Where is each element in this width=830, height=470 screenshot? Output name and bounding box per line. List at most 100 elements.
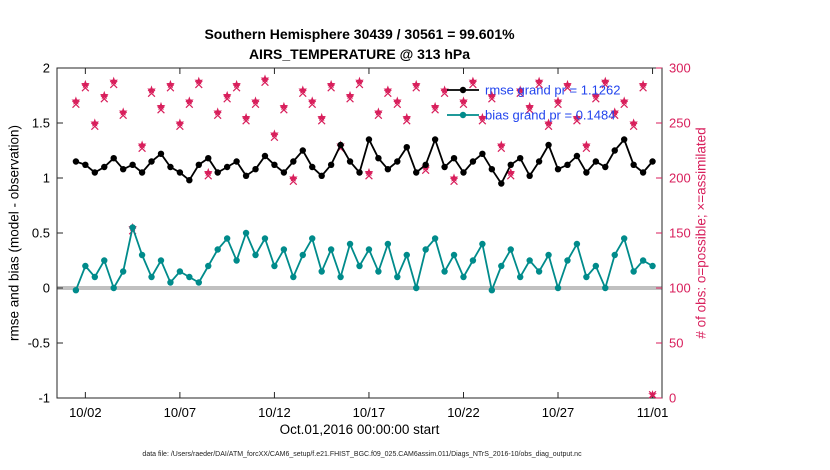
bias-marker — [299, 251, 306, 259]
possible-marker — [449, 173, 459, 182]
assimilated-marker — [488, 94, 496, 103]
possible-marker — [525, 101, 534, 111]
assimilated-marker — [138, 144, 146, 153]
bias-marker — [72, 287, 80, 294]
assimilated-marker — [166, 83, 175, 92]
legend-marker-sample — [459, 111, 467, 119]
possible-marker — [222, 90, 232, 100]
y-right-tick-label: 50 — [669, 336, 683, 351]
rmse-marker — [460, 169, 467, 176]
y-left-tick-label: -1 — [38, 391, 50, 406]
possible-marker — [600, 76, 610, 85]
y-right-tick-label: 250 — [669, 116, 691, 131]
bias-marker — [148, 273, 155, 281]
rmse-marker — [507, 161, 514, 168]
possible-marker — [81, 79, 90, 89]
x-tick-label: 10/02 — [69, 405, 102, 420]
possible-marker — [71, 96, 81, 105]
possible-marker — [478, 112, 487, 122]
bias-marker — [535, 268, 543, 275]
assimilated-marker — [157, 105, 165, 114]
assimilated-marker — [251, 100, 260, 109]
x-tick-label: 10/07 — [164, 405, 197, 420]
bias-marker — [119, 268, 127, 275]
bias-marker — [101, 257, 108, 264]
assimilated-marker — [629, 122, 638, 131]
assimilated-marker — [270, 133, 279, 142]
bias-marker — [129, 224, 136, 231]
assimilated-marker — [582, 144, 591, 153]
assimilated-marker — [261, 78, 269, 87]
possible-marker — [411, 79, 421, 89]
possible-marker — [90, 118, 100, 127]
rmse-marker — [110, 155, 117, 162]
assimilated-marker — [298, 89, 307, 98]
rmse-marker — [318, 172, 325, 179]
y-right-tick-label: 0 — [669, 391, 676, 406]
assimilated-marker — [223, 94, 231, 103]
bias-marker — [186, 273, 193, 281]
rmse-marker — [517, 155, 524, 162]
rmse-marker — [214, 169, 221, 176]
possible-marker — [298, 85, 308, 94]
rmse-marker — [535, 158, 543, 165]
bias-marker — [649, 262, 656, 270]
rmse-marker — [413, 169, 420, 176]
possible-marker — [260, 74, 270, 83]
assimilated-marker — [176, 122, 184, 131]
assimilated-marker — [450, 177, 458, 186]
y-right-tick-label: 300 — [669, 61, 691, 76]
rmse-marker — [611, 147, 618, 154]
rmse-marker — [422, 161, 429, 168]
x-tick-label: 10/27 — [542, 405, 575, 420]
assimilated-marker — [525, 105, 534, 114]
assimilated-marker — [620, 100, 629, 109]
bias-marker — [545, 251, 552, 259]
assimilated-marker — [516, 89, 525, 98]
possible-marker — [515, 85, 525, 94]
bias-marker — [327, 246, 335, 253]
bias-marker — [394, 273, 401, 281]
rmse-marker — [573, 152, 581, 160]
rmse-marker — [327, 161, 335, 168]
bias-marker — [611, 251, 618, 259]
x-tick-label: 11/01 — [637, 405, 669, 420]
bias-marker — [233, 257, 240, 264]
assimilated-marker — [374, 111, 383, 120]
assimilated-marker — [544, 122, 553, 131]
rmse-marker — [583, 169, 590, 176]
assimilated-marker — [81, 83, 90, 92]
rmse-marker — [469, 158, 477, 165]
possible-marker — [194, 76, 204, 85]
rmse-marker — [242, 172, 250, 179]
bias-marker — [110, 284, 117, 292]
assimilated-marker — [289, 177, 298, 186]
possible-marker — [610, 107, 620, 116]
rmse-marker — [639, 169, 647, 176]
rmse-marker — [195, 161, 202, 168]
possible-marker — [156, 101, 166, 111]
assimilated-marker — [327, 83, 335, 92]
bias-marker — [413, 284, 420, 292]
assimilated-marker — [554, 100, 562, 109]
bias-marker — [498, 262, 505, 270]
bias-marker — [639, 257, 647, 264]
rmse-marker — [186, 177, 193, 184]
bias-marker — [479, 240, 486, 248]
bias-marker — [214, 246, 221, 253]
rmse-marker — [649, 158, 656, 165]
bias-marker — [318, 268, 325, 275]
possible-marker — [355, 76, 364, 85]
legend-marker-sample — [459, 86, 467, 94]
assimilated-marker — [459, 100, 468, 109]
assimilated-marker — [601, 80, 610, 89]
possible-marker — [345, 90, 355, 100]
possible-marker — [175, 118, 185, 127]
assimilated-marker — [648, 390, 657, 399]
possible-marker — [289, 173, 298, 182]
assimilated-marker — [204, 171, 213, 180]
bias-marker — [620, 235, 628, 242]
assimilated-marker — [440, 89, 449, 98]
bias-marker — [554, 284, 562, 292]
